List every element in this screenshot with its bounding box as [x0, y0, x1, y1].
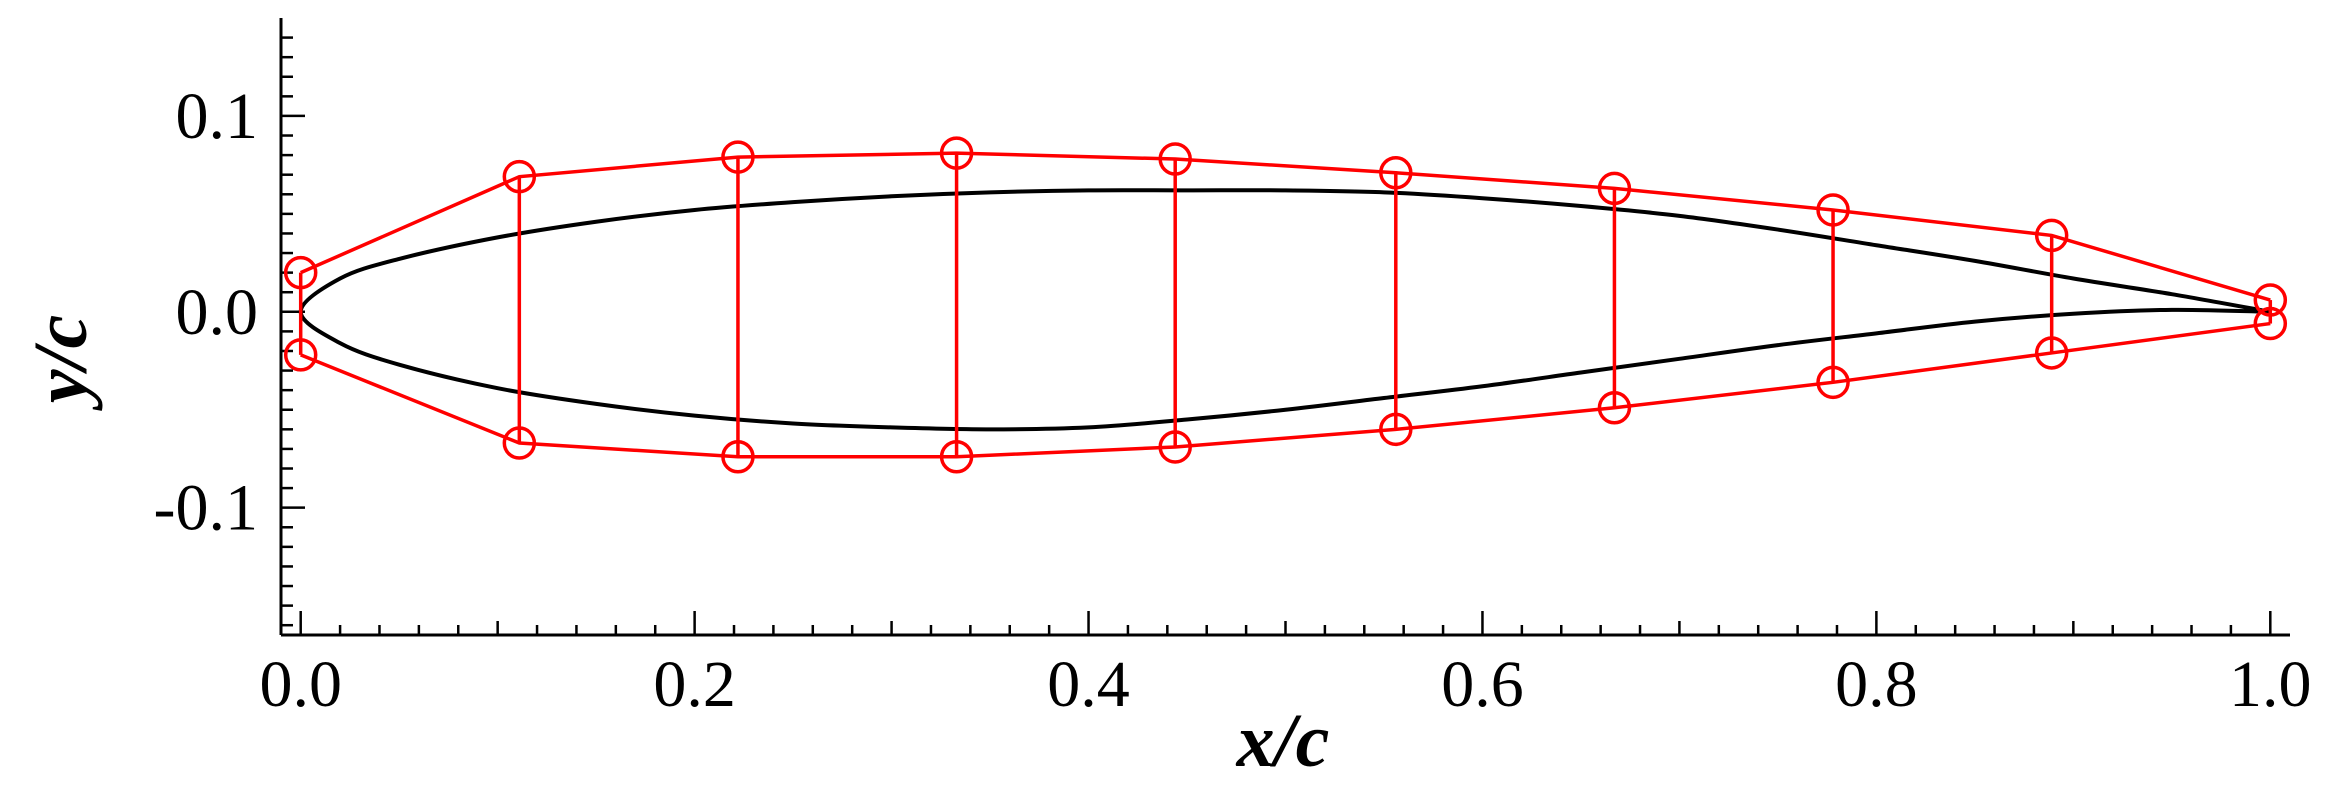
control-cage-lower-line [300, 321, 2271, 459]
control-point-lower [721, 440, 755, 474]
control-point-lower [502, 426, 537, 460]
control-point-upper [283, 255, 318, 290]
control-point-upper [939, 136, 974, 170]
axis-ticks [281, 36, 2272, 635]
x-tick-label: 0.2 [653, 648, 736, 721]
tick-labels: 0.0 0.2 0.4 0.6 0.8 1.0 0.1 0.0 -0.1 [154, 80, 2312, 721]
control-point-lower [2253, 306, 2288, 341]
x-axis-title: x/c [1236, 699, 1330, 783]
y-axis-title: y/c [19, 315, 103, 412]
control-cage-upper-line [299, 151, 2271, 302]
x-tick-label: 0.6 [1441, 648, 1524, 721]
control-point-upper [2034, 218, 2069, 253]
control-point-lower [1597, 391, 1632, 425]
control-point-lower [2034, 336, 2069, 370]
control-point-lower [1816, 365, 1850, 400]
y-tick-label: 0.1 [176, 80, 259, 153]
control-point-lower [283, 338, 318, 372]
control-point-lower [1158, 430, 1192, 464]
control-point-lower [1379, 412, 1413, 447]
plot-frame [279, 18, 2290, 637]
control-point-upper [721, 140, 755, 174]
control-point-upper [1816, 193, 1850, 227]
y-tick-label: 0.0 [176, 276, 259, 349]
x-tick-label: 0.0 [259, 648, 342, 721]
x-tick-label: 1.0 [2229, 648, 2312, 721]
control-point-upper [2253, 283, 2288, 317]
control-point-upper [1379, 155, 1413, 190]
y-tick-label: -0.1 [154, 472, 258, 545]
data-series [283, 136, 2288, 474]
control-point-upper [1158, 142, 1192, 176]
x-tick-label: 0.8 [1835, 648, 1918, 721]
x-tick-label: 0.4 [1047, 648, 1130, 721]
control-point-upper [1597, 171, 1632, 206]
control-point-upper [502, 159, 537, 194]
control-point-lower [939, 440, 974, 474]
